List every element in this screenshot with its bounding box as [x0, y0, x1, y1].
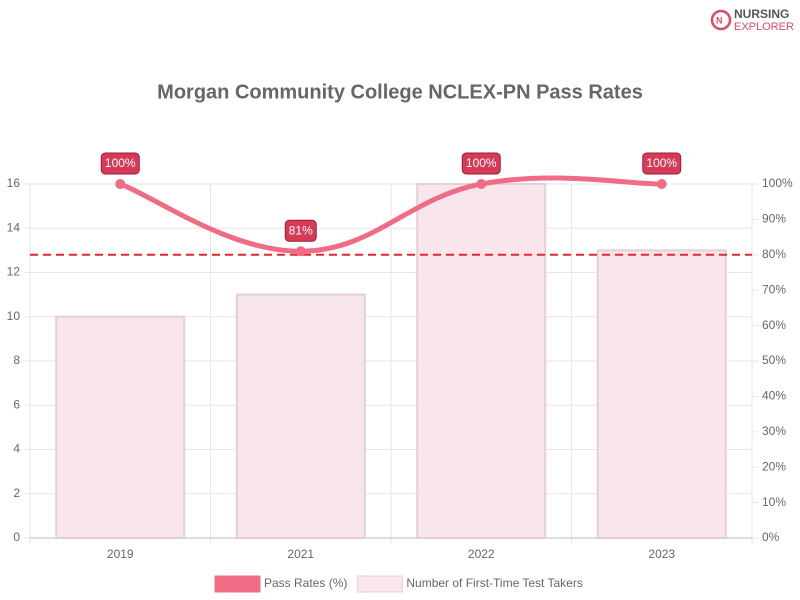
value-label-box	[642, 152, 682, 175]
logo-icon-letter: N	[716, 15, 723, 25]
value-label-box	[461, 152, 501, 175]
point	[115, 179, 126, 189]
y-tick-label: 2	[13, 486, 20, 500]
x-tick-label: 2023	[648, 547, 675, 561]
y-tick-label: 4	[13, 442, 20, 456]
value-label: 100%	[105, 156, 136, 170]
value-label: 100%	[466, 156, 497, 170]
y2-tick-label: 20%	[762, 459, 786, 473]
y-tick-label: 14	[7, 220, 21, 234]
legend-label: Number of First-Time Test Takers	[406, 576, 582, 590]
value-label-box	[100, 152, 140, 175]
y-tick-label: 12	[7, 265, 21, 279]
line	[119, 175, 662, 254]
y-tick-label: 8	[13, 353, 20, 367]
y2-tick-label: 40%	[762, 389, 786, 403]
legend-swatch	[214, 575, 261, 593]
point	[656, 179, 667, 189]
y-tick-label: 6	[13, 397, 20, 411]
y2-tick-label: 60%	[762, 318, 786, 332]
y2-tick-label: 50%	[762, 353, 786, 367]
y2-tick-label: 80%	[762, 247, 786, 261]
bar	[596, 249, 727, 539]
y2-tick-label: 70%	[762, 282, 786, 296]
y-tick-label: 10	[7, 309, 21, 323]
logo-text: NURSING	[734, 7, 789, 21]
point	[476, 179, 487, 189]
value-label: 100%	[646, 156, 677, 170]
y2-tick-label: 90%	[762, 212, 786, 226]
logo-icon	[710, 9, 732, 31]
x-tick-label: 2022	[468, 547, 495, 561]
x-tick-label: 2019	[107, 547, 134, 561]
logo-text: EXPLORER	[734, 21, 794, 33]
legend-label: Pass Rates (%)	[264, 576, 347, 590]
bar	[55, 315, 186, 539]
y-tick-label: 0	[13, 530, 20, 544]
bar	[235, 293, 366, 539]
y2-tick-label: 10%	[762, 495, 786, 509]
y2-tick-label: 30%	[762, 424, 786, 438]
point	[295, 246, 306, 257]
y2-tick-label: 100%	[762, 176, 793, 190]
bar	[416, 183, 547, 539]
value-label-box	[284, 219, 317, 242]
y-tick-label: 16	[7, 176, 21, 190]
legend-swatch	[356, 575, 403, 593]
value-label: 81%	[289, 223, 313, 237]
y2-tick-label: 0%	[762, 530, 780, 544]
chart-title: Morgan Community College NCLEX-PN Pass R…	[157, 81, 643, 103]
x-tick-label: 2021	[287, 547, 314, 561]
